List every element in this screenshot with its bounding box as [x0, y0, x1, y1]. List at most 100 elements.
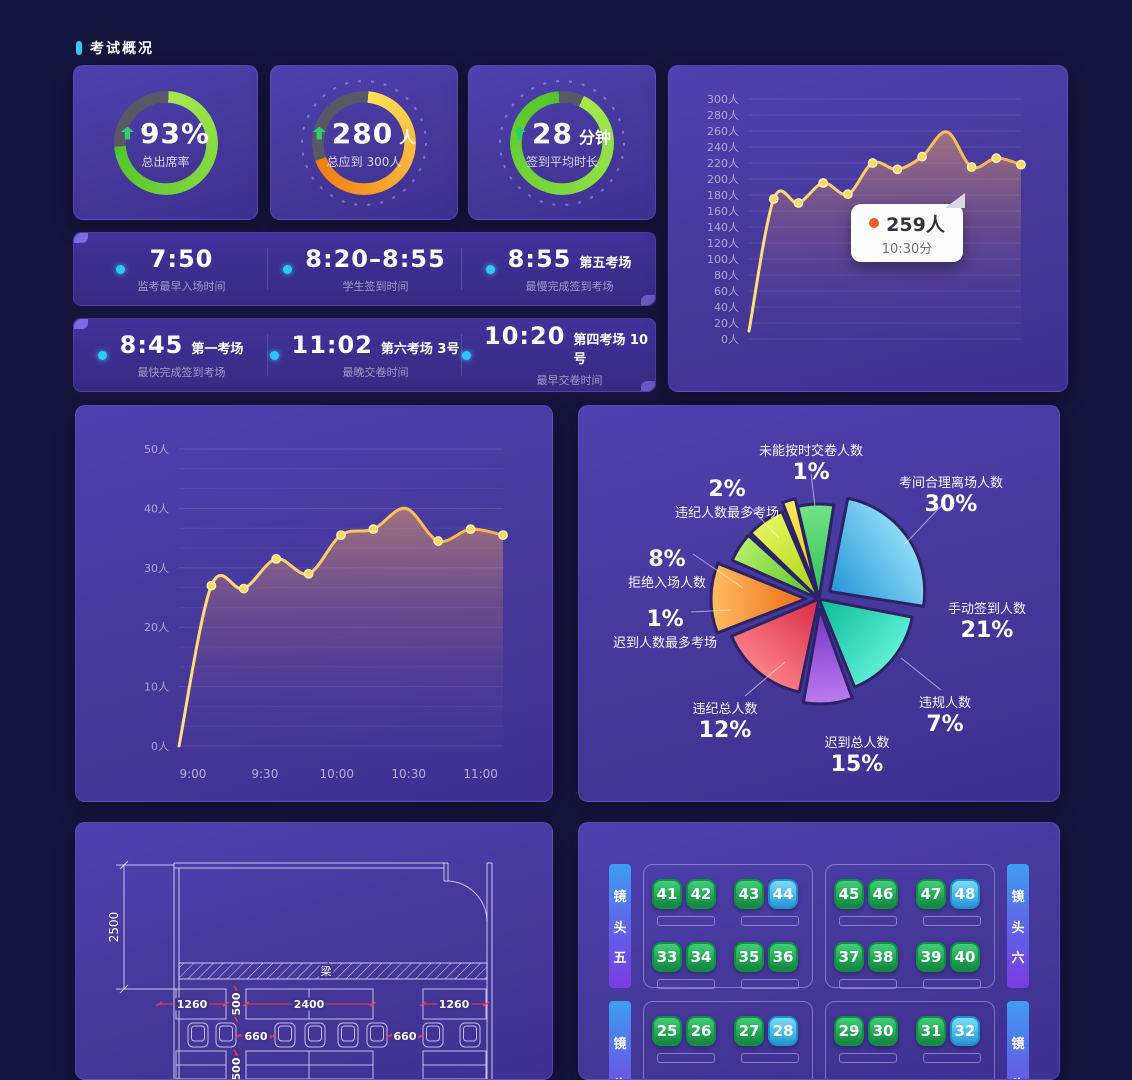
seat[interactable]: 37 — [834, 942, 864, 972]
seat[interactable]: 36 — [768, 942, 798, 972]
pie-label-text: 违规人数 — [918, 696, 972, 711]
pie-percent: 1% — [792, 460, 830, 485]
time-dot-icon — [269, 350, 279, 360]
pie-slice[interactable] — [817, 597, 914, 689]
seat[interactable]: 47 — [916, 879, 946, 909]
seat-line: 25 26 27 28 — [652, 1016, 804, 1046]
seat[interactable]: 38 — [868, 942, 898, 972]
seat[interactable]: 44 — [768, 879, 798, 909]
ring-center: 280 人总应到 300人 — [300, 79, 428, 207]
y-axis-label: 240人 — [707, 141, 739, 154]
y-axis-label: 80人 — [714, 269, 739, 282]
dim-2500-label: 2500 — [107, 912, 121, 943]
y-axis-label: 20人 — [144, 621, 169, 634]
dim-gap-a: 500 — [230, 992, 243, 1015]
time-divider — [267, 248, 268, 290]
pie-percent: 8% — [648, 547, 686, 572]
camera-pill[interactable]: 镜头五 — [609, 864, 631, 988]
progress-ring — [113, 91, 218, 195]
seat[interactable]: 48 — [950, 879, 980, 909]
seat[interactable]: 30 — [868, 1016, 898, 1046]
camera-pill[interactable]: 镜头 — [1007, 1001, 1029, 1079]
pie-slice[interactable] — [730, 597, 821, 694]
signin-pie-card: 未能按时交卷人数 1% 考间合理离场人数 30% 手动签到人数 21% 违规人数 7% 迟到总人… — [578, 405, 1060, 802]
stat-value-row: 28 分钟 — [513, 117, 611, 150]
pie-slice[interactable] — [730, 533, 821, 601]
data-point-marker — [465, 524, 476, 535]
signin-pie-chart[interactable] — [579, 406, 1060, 802]
progress-ring — [312, 91, 416, 195]
time-main: 11:02 第六考场 3号 — [292, 331, 460, 359]
area-fill — [179, 508, 503, 746]
x-axis-label: 9:00 — [179, 767, 206, 781]
seat[interactable]: 31 — [916, 1016, 946, 1046]
pie-label-line — [810, 473, 816, 507]
camera-pill-char: 镜 — [1011, 889, 1025, 905]
pie-slice[interactable] — [709, 561, 808, 635]
data-point-marker — [843, 189, 853, 200]
pie-slice[interactable] — [749, 510, 821, 601]
pie-label: 违纪总人数 12% — [692, 698, 757, 743]
room-trend-card: 0人 10人 20人 30人 40人 50人 9:00 9:30 10:00 10:30 11:00 — [75, 405, 553, 802]
seat[interactable]: 27 — [734, 1016, 764, 1046]
pie-slice[interactable] — [801, 607, 854, 706]
camera-pill-char: 镜 — [613, 889, 627, 905]
x-axis-label: 9:30 — [251, 767, 278, 781]
camera-pill[interactable]: 镜头 — [609, 1001, 631, 1079]
time-room-suffix: 第一考场 — [191, 341, 244, 357]
camera-pill-char: 镜 — [1011, 1037, 1025, 1052]
pie-label-text: 迟到人数最多考场 — [612, 636, 718, 651]
time-dot-icon — [115, 264, 125, 274]
camera-pill-char: 五 — [613, 951, 627, 967]
data-point-marker — [238, 583, 249, 594]
camera-pill-char: 镜 — [613, 1037, 627, 1052]
room-trend-chart[interactable]: 0人 10人 20人 30人 40人 50人 9:00 9:30 10:00 10:30 11:00 — [76, 406, 553, 802]
floorplan-card: 梁 2500 — [75, 822, 553, 1080]
y-axis-label: 20人 — [714, 317, 739, 330]
pie-percent: 15% — [830, 752, 884, 777]
camera-pill[interactable]: 镜头六 — [1007, 864, 1029, 988]
dim-chair-gap-left: 660 — [245, 1030, 268, 1043]
seat[interactable]: 42 — [686, 879, 716, 909]
y-axis-label: 200人 — [707, 173, 739, 186]
time-main: 8:20–8:55 — [305, 245, 445, 273]
y-axis-label: 40人 — [144, 502, 169, 515]
seat[interactable]: 34 — [686, 942, 716, 972]
pie-percent: 12% — [698, 718, 752, 743]
seat[interactable]: 25 — [652, 1016, 682, 1046]
desk — [923, 1053, 981, 1063]
seat[interactable]: 46 — [868, 879, 898, 909]
seat-zone: 29 30 31 32 — [825, 1001, 995, 1079]
time-main: 8:45 第一考场 — [120, 331, 244, 359]
seat-zone: 25 26 27 28 — [643, 1001, 813, 1079]
seat[interactable]: 45 — [834, 879, 864, 909]
seat-line: 29 30 31 32 — [834, 1016, 986, 1046]
seat[interactable]: 39 — [916, 942, 946, 972]
desk-line — [652, 979, 804, 989]
seat[interactable]: 43 — [734, 879, 764, 909]
x-axis-label: 10:00 — [319, 767, 354, 781]
pie-label-text: 迟到总人数 — [824, 736, 890, 751]
seat[interactable]: 33 — [652, 942, 682, 972]
seat[interactable]: 40 — [950, 942, 980, 972]
pie-percent: 7% — [926, 712, 964, 737]
seat[interactable]: 29 — [834, 1016, 864, 1046]
pie-label: 迟到总人数 15% — [824, 732, 889, 777]
pie-slice[interactable] — [828, 496, 927, 608]
time-item: 7:50 监考最早入场时间 — [74, 233, 267, 305]
seat[interactable]: 32 — [950, 1016, 980, 1046]
beam-label: 梁 — [321, 964, 332, 978]
ring-tick-marks — [499, 80, 625, 206]
seat[interactable]: 26 — [686, 1016, 716, 1046]
pie-label-line — [904, 501, 946, 545]
pie-slice[interactable] — [781, 497, 819, 593]
section-header: 考试概况 — [76, 38, 154, 58]
seat[interactable]: 35 — [734, 942, 764, 972]
data-point-marker — [793, 198, 804, 208]
seat[interactable]: 28 — [768, 1016, 798, 1046]
x-axis-label: 11:00 — [463, 767, 498, 781]
seat[interactable]: 41 — [652, 879, 682, 909]
seatmap-row: 镜头五 41 42 43 44 33 34 35 36 45 46 47 48 37 38 39 40 镜头六 — [579, 864, 1059, 989]
stat-unit: 人 — [399, 127, 416, 147]
